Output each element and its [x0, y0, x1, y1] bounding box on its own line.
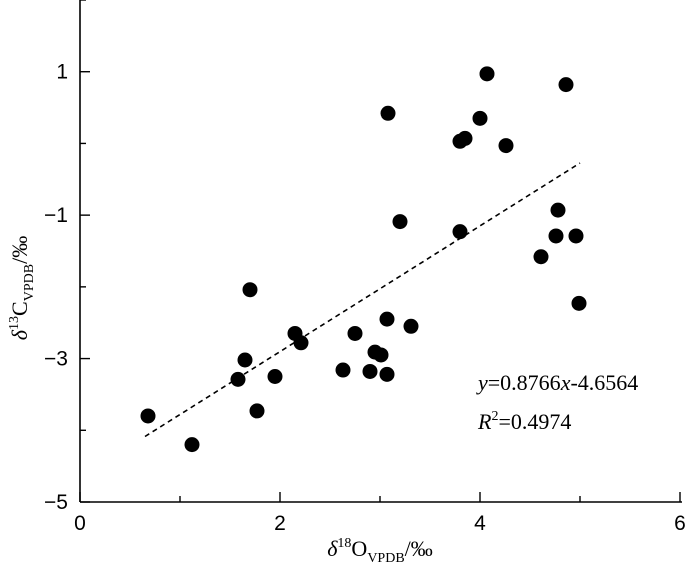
data-point	[230, 371, 246, 387]
data-point	[293, 335, 309, 351]
data-point	[379, 366, 395, 382]
data-point	[184, 437, 200, 453]
data-point	[237, 352, 253, 368]
r-squared-label: R2=0.4974	[477, 409, 571, 434]
y-tick-label: −5	[44, 491, 68, 514]
x-tick-label: 0	[74, 512, 86, 535]
data-point	[380, 105, 396, 121]
data-point	[267, 369, 283, 384]
data-point	[550, 202, 566, 218]
x-tick-label: 2	[274, 512, 286, 535]
regression-equation: y=0.8766x-4.6564	[476, 370, 638, 395]
data-point	[140, 408, 156, 424]
data-point	[571, 295, 587, 311]
data-point	[479, 66, 495, 82]
x-tick-label: 4	[474, 512, 486, 535]
data-point	[533, 249, 549, 265]
data-point	[498, 138, 514, 154]
x-axis-title: δ18OVPDB/‰	[327, 536, 433, 566]
data-point	[558, 77, 574, 93]
y-axis-title: δ13CVPDB/‰	[7, 236, 37, 340]
y-tick-label: 1	[56, 61, 68, 84]
data-point	[249, 403, 265, 419]
data-point	[373, 347, 389, 363]
data-point	[472, 110, 488, 126]
axis-ticks	[79, 0, 681, 503]
data-point	[362, 363, 378, 379]
trendline	[144, 162, 581, 438]
data-point	[347, 325, 363, 341]
y-tick-label: −1	[44, 204, 68, 227]
data-point	[452, 224, 468, 240]
data-point	[335, 362, 351, 378]
data-point	[242, 282, 258, 298]
y-tick-label: −3	[44, 348, 68, 371]
data-point	[568, 228, 584, 244]
data-point	[548, 228, 564, 244]
data-point	[392, 214, 408, 230]
data-point	[379, 311, 395, 327]
data-point	[457, 130, 473, 146]
data-points	[140, 66, 587, 453]
axis-tick-labels: 0 2 4 6 1 −1 −3 −5	[44, 61, 686, 535]
trendline-group	[144, 162, 581, 438]
data-point	[403, 318, 419, 334]
x-tick-label: 6	[674, 512, 686, 535]
